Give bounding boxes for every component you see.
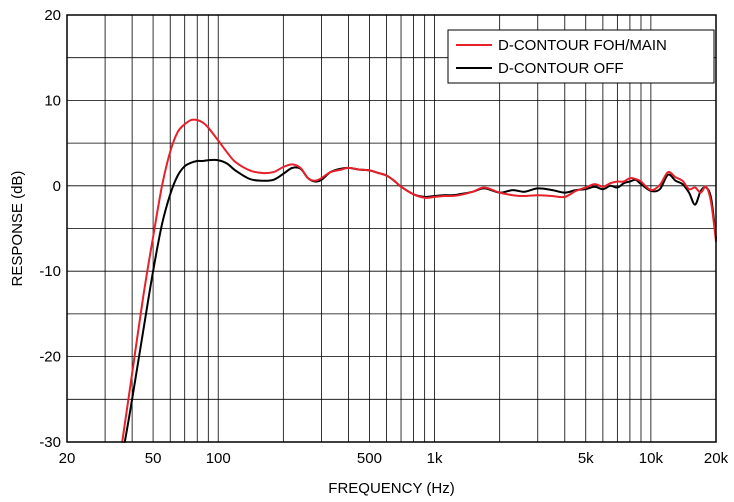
plot-frame: [66, 14, 717, 443]
y-tick-label: -20: [39, 349, 61, 366]
legend-label-foh-main: D-CONTOUR FOH/MAIN: [498, 37, 667, 54]
x-tick-label: 500: [357, 450, 382, 467]
x-axis-title: FREQUENCY (Hz): [328, 480, 454, 497]
x-tick-label: 20: [59, 450, 76, 467]
legend-box: [447, 29, 715, 84]
x-tick-label: 100: [206, 450, 231, 467]
x-tick-label: 1k: [427, 450, 443, 467]
x-tick-label: 50: [145, 450, 162, 467]
y-tick-label: -30: [39, 434, 61, 451]
x-tick-label: 20k: [704, 450, 729, 467]
grid: [67, 15, 716, 442]
x-tick-label: 10k: [639, 450, 664, 467]
legend-label-off: D-CONTOUR OFF: [498, 60, 624, 77]
y-tick-label: 0: [53, 178, 61, 195]
x-tick-label: 5k: [578, 450, 594, 467]
y-axis-title: RESPONSE (dB): [9, 171, 26, 287]
y-tick-label: 20: [44, 7, 61, 24]
y-tick-label: 10: [44, 92, 61, 109]
series-lines: [121, 118, 717, 443]
y-tick-label: -10: [39, 263, 61, 280]
legend: D-CONTOUR FOH/MAIN D-CONTOUR OFF: [447, 29, 715, 84]
series-line-foh-main: [121, 118, 717, 443]
